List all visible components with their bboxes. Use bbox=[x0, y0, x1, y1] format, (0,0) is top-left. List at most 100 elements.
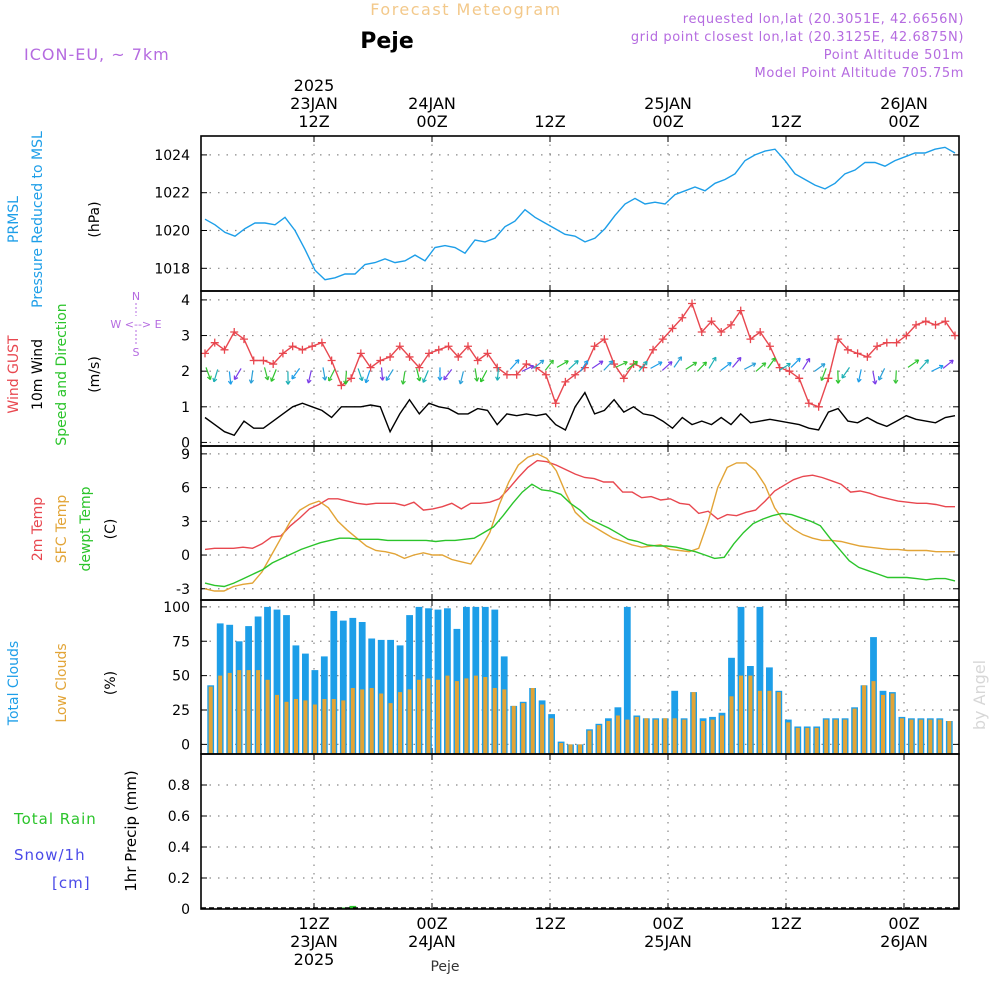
time-label-top: 12Z bbox=[770, 112, 801, 131]
y-label: Wind GUST bbox=[6, 335, 22, 414]
wind-arrow-head bbox=[422, 378, 427, 383]
gust-marker bbox=[269, 360, 278, 369]
wind-arrow-head bbox=[820, 376, 825, 382]
bar-3-1 bbox=[644, 718, 649, 754]
gust-marker bbox=[415, 363, 424, 372]
wind-arrow-head bbox=[306, 379, 312, 384]
panel-wind: 0 1 2 3 4 Wind GUST 10m Wind Speed and Directio… bbox=[6, 290, 960, 451]
bar-3-0 bbox=[406, 615, 413, 754]
wind-arrow-head bbox=[474, 377, 480, 382]
wind-arrow-head bbox=[877, 376, 883, 381]
wind-arrow-head bbox=[322, 376, 328, 381]
gust-marker bbox=[824, 374, 833, 383]
bar-3-1 bbox=[511, 705, 516, 754]
bar-3-1 bbox=[937, 719, 942, 754]
panel-frame bbox=[200, 290, 960, 447]
y-label: dewpt Temp bbox=[78, 486, 94, 571]
gust-marker bbox=[551, 399, 560, 408]
gust-marker bbox=[843, 345, 852, 354]
plot-area bbox=[204, 453, 956, 592]
compass-north: N bbox=[132, 290, 140, 303]
y-tick-label: 0 bbox=[181, 902, 190, 918]
gust-marker bbox=[201, 349, 209, 358]
gust-marker bbox=[502, 370, 511, 379]
panel-frame bbox=[200, 135, 960, 292]
wind-arrow bbox=[422, 370, 429, 383]
gust-marker bbox=[863, 352, 872, 361]
time-label-bottom: 00Z bbox=[888, 914, 919, 933]
panel-frame bbox=[200, 753, 960, 910]
y-label: Low Clouds bbox=[54, 643, 70, 722]
wind-arrow-head bbox=[291, 374, 296, 380]
gust-marker bbox=[590, 342, 599, 351]
bar-3-1 bbox=[871, 681, 876, 754]
wind-arrow bbox=[213, 369, 219, 382]
gust-marker bbox=[892, 338, 901, 347]
compass-west-east: W <--> E bbox=[110, 318, 161, 331]
wind-arrow bbox=[802, 358, 811, 370]
wind-arrow-head bbox=[416, 377, 422, 382]
bar-3-1 bbox=[540, 704, 545, 754]
wind-arrow bbox=[322, 367, 326, 381]
y-tick-label: 1024 bbox=[154, 148, 190, 164]
bar-3-1 bbox=[417, 679, 421, 754]
y-tick-label: 0 bbox=[181, 737, 190, 753]
y-label: (%) bbox=[103, 671, 119, 695]
bar-3-1 bbox=[795, 727, 800, 754]
y-tick-label: 4 bbox=[181, 293, 190, 309]
wind-arrow bbox=[603, 360, 614, 371]
bar-3-1 bbox=[625, 719, 630, 754]
bar-3-1 bbox=[227, 672, 232, 754]
wind-arrow bbox=[533, 359, 545, 369]
wind-arrow bbox=[878, 368, 886, 381]
bar-3-0 bbox=[623, 606, 631, 754]
wind-arrow-head bbox=[583, 360, 589, 365]
wind-arrow-head bbox=[437, 376, 443, 381]
bar-3-1 bbox=[275, 694, 279, 754]
plot-area bbox=[204, 146, 956, 281]
plot-area bbox=[207, 606, 953, 754]
wind-arrow bbox=[443, 369, 453, 381]
bar-3-1 bbox=[918, 719, 923, 754]
wind-arrow bbox=[696, 361, 707, 372]
wind-arrow-head bbox=[539, 359, 545, 365]
bar-3-1 bbox=[786, 722, 791, 754]
gust-marker bbox=[493, 363, 502, 372]
wind-arrow-head bbox=[608, 360, 614, 365]
gust-marker bbox=[532, 363, 541, 372]
bar-3-1 bbox=[218, 675, 223, 754]
gust-marker bbox=[356, 349, 365, 358]
bar-3-1 bbox=[341, 700, 346, 754]
wind-arrow bbox=[205, 367, 212, 380]
y-tick-label: 25 bbox=[172, 703, 190, 719]
time-label-bottom: 25JAN bbox=[644, 932, 692, 951]
bar-3-1 bbox=[757, 690, 762, 754]
bar-3-0 bbox=[349, 617, 357, 754]
wind-arrow bbox=[344, 371, 347, 385]
wind-arrow-head bbox=[736, 356, 742, 362]
wind-arrow-head bbox=[702, 361, 708, 367]
wind-arrow-head bbox=[633, 360, 639, 366]
bar-3-1 bbox=[454, 681, 459, 754]
bar-3-1 bbox=[407, 689, 412, 754]
time-label-bottom: 00Z bbox=[652, 914, 683, 933]
wind-arrow-head bbox=[677, 356, 683, 361]
wind-arrow-head bbox=[227, 380, 233, 385]
gust-marker bbox=[444, 342, 453, 351]
y-tick-label: 9 bbox=[181, 447, 190, 463]
bar-3-1 bbox=[720, 715, 724, 754]
bar-3-1 bbox=[464, 678, 469, 754]
y-tick-label: 3 bbox=[181, 329, 190, 345]
wind-arrow bbox=[228, 371, 232, 385]
wind-arrow bbox=[615, 361, 628, 368]
gust-marker bbox=[726, 320, 735, 329]
wind-arrow-head bbox=[327, 376, 333, 382]
wind-arrow bbox=[556, 360, 569, 368]
wind-arrow-head bbox=[949, 359, 954, 365]
y-label: (C) bbox=[103, 519, 119, 540]
gust-marker bbox=[308, 342, 317, 351]
wind-arrow-head bbox=[820, 363, 826, 368]
gust-marker bbox=[463, 342, 472, 351]
gust-marker bbox=[834, 335, 843, 344]
panel-clouds: 0 25 50 75 100 Total Clouds Low Clouds (%) bbox=[6, 599, 960, 755]
